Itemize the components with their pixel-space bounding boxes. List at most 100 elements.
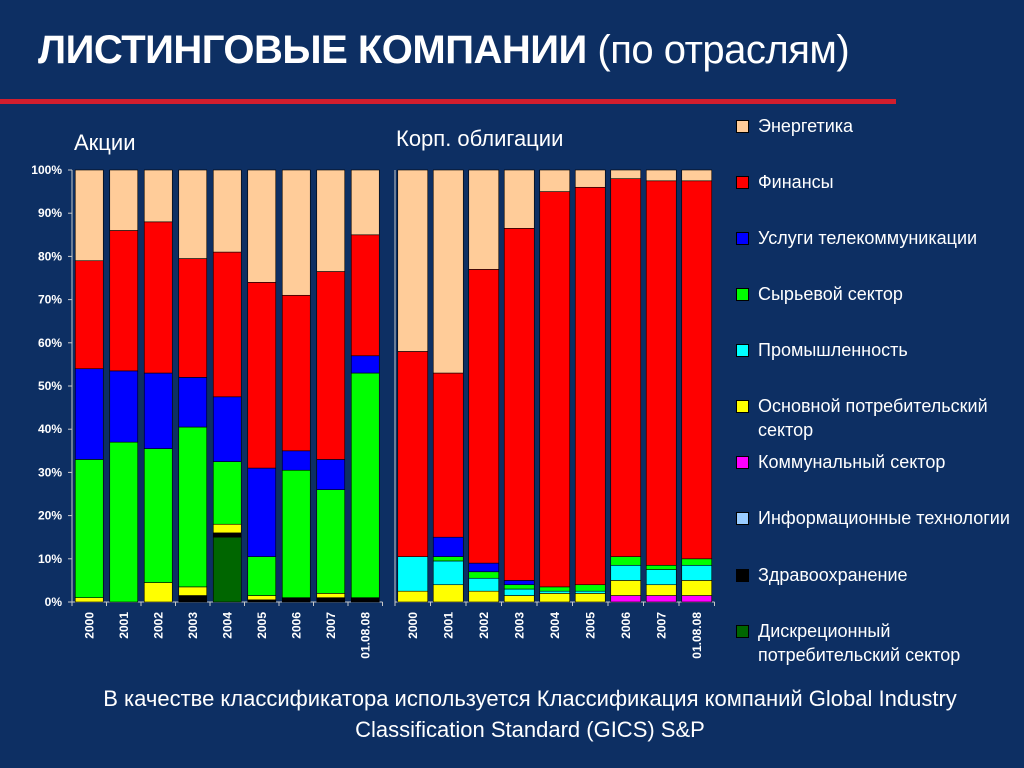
bar-segment — [350, 372, 380, 598]
bar-segment — [468, 571, 500, 579]
x-tick-label: 2005 — [583, 612, 597, 639]
bar-segment — [212, 536, 242, 603]
bar-segment — [281, 294, 311, 452]
bar-segment — [316, 489, 346, 594]
y-tick-label: 90% — [38, 206, 62, 220]
legend-item-materials: Сырьевой сектор — [736, 282, 1024, 306]
bar-segment — [397, 169, 429, 352]
charts: Акции 0% 10% 20% 30% 40% 50% 60% 70% 80% 90% 100% 20… — [31, 126, 715, 659]
bar-segment — [610, 178, 642, 557]
bar-segment — [143, 372, 173, 449]
bar-segment — [281, 597, 311, 603]
bar-segment — [143, 582, 173, 603]
bar-segment — [432, 560, 464, 586]
bar-segment — [74, 260, 104, 370]
x-tick-label: 2006 — [289, 612, 303, 639]
legend-label: Здравоохранение — [758, 565, 908, 585]
legend-swatch — [736, 288, 749, 301]
bar-segment — [574, 584, 606, 592]
bar-segment — [645, 180, 677, 566]
bar-segment — [503, 595, 535, 603]
bar-segment — [503, 169, 535, 229]
legend-label: Основной потребительский сектор — [758, 396, 988, 440]
y-tick-label: 40% — [38, 422, 62, 436]
bar-segment — [143, 169, 173, 223]
y-tick-label: 60% — [38, 336, 62, 350]
legend-label: Энергетика — [758, 116, 854, 136]
bar-segment — [212, 396, 242, 462]
bar-segment — [539, 191, 571, 588]
bar-segment — [281, 169, 311, 296]
legend-item-discretionary: Дискреционный потребительский сектор — [736, 619, 1024, 667]
legend-swatch — [736, 569, 749, 582]
bar-segment — [212, 461, 242, 525]
title-divider — [0, 99, 896, 104]
bar-segment — [681, 169, 713, 182]
y-tick-label: 70% — [38, 293, 62, 307]
bar-segment — [397, 351, 429, 557]
bar-segment — [397, 556, 429, 592]
bar-segment — [432, 169, 464, 374]
bar-segment — [468, 269, 500, 564]
bar-segment — [247, 556, 277, 596]
legend-item-telecom: Услуги телекоммуникации — [736, 226, 1024, 250]
x-tick-label: 2004 — [220, 612, 234, 639]
legend-swatch — [736, 232, 749, 245]
bar-segment — [143, 448, 173, 583]
bar-segment — [503, 588, 535, 596]
x-tick-label: 2000 — [82, 612, 96, 639]
bar-segment — [212, 169, 242, 253]
x-tick-label: 2004 — [548, 612, 562, 639]
x-tick-label: 2006 — [619, 612, 633, 639]
bar-segment — [539, 586, 571, 592]
x-tick-label: 2003 — [186, 612, 200, 639]
y-tick-label: 80% — [38, 249, 62, 263]
bar-segment — [178, 426, 208, 588]
bar-segment — [316, 459, 346, 490]
x-tick-label: 2002 — [477, 612, 491, 639]
legend-item-healthcare: Здравоохранение — [736, 563, 1024, 587]
bar-segment — [350, 355, 380, 374]
bar-segment — [610, 595, 642, 603]
bar-segment — [178, 258, 208, 378]
x-tick-label: 2001 — [441, 612, 455, 639]
bar-segment — [212, 523, 242, 534]
bar-segment — [109, 169, 139, 231]
bar-segment — [681, 580, 713, 596]
legend-label: Информационные технологии — [758, 508, 1010, 528]
bar-segment — [350, 597, 380, 603]
bar-segment — [178, 169, 208, 259]
bar-segment — [610, 556, 642, 566]
bar-segment — [178, 377, 208, 428]
bar-segment — [316, 593, 346, 598]
bar-segment — [468, 577, 500, 592]
title-sub: (по отраслям) — [597, 28, 850, 72]
bar-segment — [109, 441, 139, 603]
bar-segment — [74, 459, 104, 598]
bar-segment — [468, 562, 500, 573]
x-tick-label: 2007 — [654, 612, 668, 639]
bar-segment — [574, 590, 606, 594]
bar-segment — [681, 595, 713, 603]
bar-segment — [645, 595, 677, 603]
x-tick-label: 2003 — [512, 612, 526, 639]
y-tick-label: 100% — [31, 163, 62, 177]
y-tick-label: 0% — [45, 595, 63, 609]
bar-segment — [316, 169, 346, 272]
legend-label: Коммунальный сектор — [758, 452, 946, 472]
legend-item-industrials: Промышленность — [736, 338, 1024, 362]
title-main: ЛИСТИНГОВЫЕ КОМПАНИИ — [38, 28, 587, 72]
bar-segment — [539, 169, 571, 192]
legend-swatch — [736, 176, 749, 189]
bar-segment — [645, 169, 677, 182]
bar-segment — [109, 230, 139, 372]
bar-segment — [539, 593, 571, 603]
y-tick-label: 30% — [38, 465, 62, 479]
legend-swatch — [736, 344, 749, 357]
footnote: В качестве классификатора используется К… — [103, 686, 957, 742]
bar-segment — [143, 221, 173, 374]
legend-swatch — [736, 456, 749, 469]
bar-segment — [350, 234, 380, 357]
bar-segment — [316, 597, 346, 603]
bar-segment — [681, 180, 713, 560]
